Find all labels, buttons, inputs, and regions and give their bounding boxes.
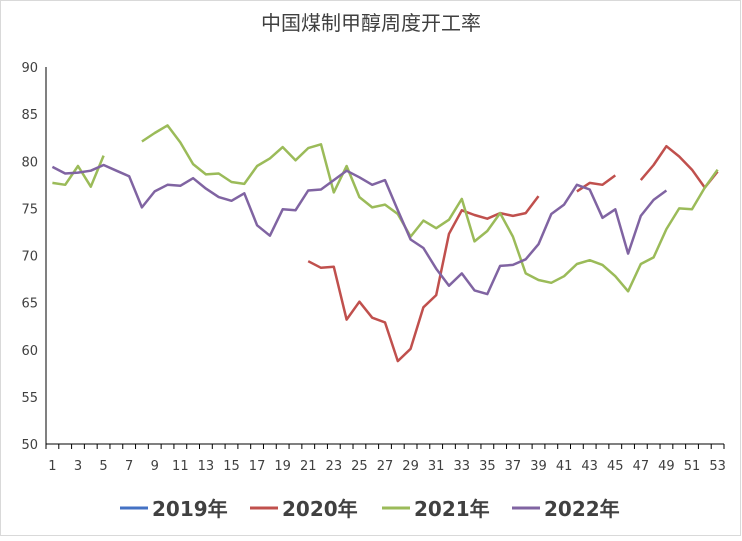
y-tick-label: 85	[21, 108, 38, 123]
x-tick-label: 43	[581, 459, 598, 474]
x-tick-label: 29	[402, 459, 419, 474]
x-tick-label: 51	[684, 459, 701, 474]
y-tick-label: 70	[21, 250, 38, 265]
x-tick-label: 23	[326, 459, 343, 474]
x-tick-label: 47	[633, 459, 650, 474]
y-tick-label: 60	[21, 344, 38, 359]
chart-title: 中国煤制甲醇周度开工率	[261, 11, 481, 35]
legend-label: 2020年	[282, 497, 358, 521]
x-tick-label: 3	[74, 459, 82, 474]
legend-label: 2021年	[414, 497, 490, 521]
series-line	[51, 163, 668, 296]
x-tick-label: 25	[351, 459, 368, 474]
x-tick-label: 53	[709, 459, 726, 474]
y-tick-label: 65	[21, 297, 38, 312]
y-tick-label: 75	[21, 202, 38, 217]
x-tick-label: 5	[99, 459, 107, 474]
x-tick-label: 11	[172, 459, 189, 474]
x-tick-label: 13	[198, 459, 215, 474]
x-tick-label: 37	[505, 459, 522, 474]
y-tick-label: 80	[21, 155, 38, 170]
x-tick-label: 15	[223, 459, 240, 474]
y-tick-label: 50	[21, 438, 38, 453]
x-tick-label: 1	[48, 459, 56, 474]
legend-label: 2019年	[152, 497, 228, 521]
x-tick-label: 17	[249, 459, 266, 474]
x-tick-label: 49	[658, 459, 675, 474]
series-line	[52, 124, 719, 293]
x-tick-label: 35	[479, 459, 496, 474]
x-tick-label: 39	[530, 459, 547, 474]
x-tick-label: 9	[151, 459, 159, 474]
x-tick-label: 27	[377, 459, 394, 474]
y-tick-label: 55	[21, 391, 38, 406]
y-tick-label: 90	[21, 61, 38, 76]
legend-label: 2022年	[544, 497, 620, 521]
x-tick-label: 31	[428, 459, 445, 474]
x-tick-label: 45	[607, 459, 624, 474]
x-tick-label: 21	[300, 459, 317, 474]
x-tick-label: 41	[556, 459, 573, 474]
x-tick-label: 33	[453, 459, 470, 474]
x-tick-label: 19	[274, 459, 291, 474]
x-tick-label: 7	[125, 459, 133, 474]
